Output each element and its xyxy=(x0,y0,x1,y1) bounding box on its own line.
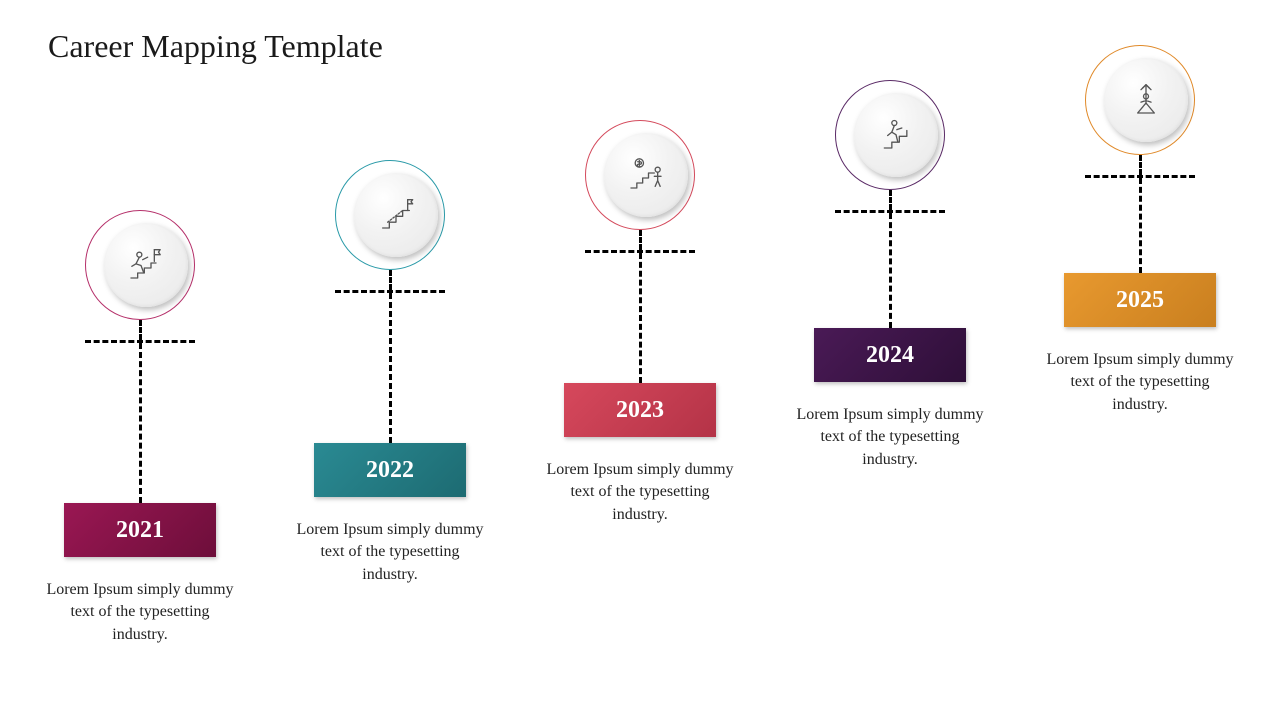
year-box: 2024 xyxy=(814,328,966,382)
success-arrow-icon xyxy=(1126,78,1166,123)
stage-connector xyxy=(835,190,945,328)
money-stairs-person-icon xyxy=(626,153,666,198)
stage-description: Lorem Ipsum simply dummy text of the typ… xyxy=(545,459,735,526)
page-title: Career Mapping Template xyxy=(48,28,383,65)
walk-stairs-icon xyxy=(876,113,916,158)
year-label: 2023 xyxy=(616,397,664,424)
dash-vert xyxy=(639,253,642,383)
timeline-stage: 2024 Lorem Ipsum simply dummy text of the… xyxy=(780,80,1000,471)
stage-disc xyxy=(854,93,938,177)
stage-ring xyxy=(85,210,195,320)
year-label: 2021 xyxy=(116,517,164,544)
dash-vert xyxy=(139,343,142,503)
dash-vert xyxy=(889,190,892,210)
timeline-stage: 2025 Lorem Ipsum simply dummy text of the… xyxy=(1030,45,1250,416)
stage-disc xyxy=(1104,58,1188,142)
year-label: 2022 xyxy=(366,457,414,484)
stage-connector xyxy=(1085,155,1195,273)
stage-description: Lorem Ipsum simply dummy text of the typ… xyxy=(295,519,485,586)
dash-vert xyxy=(1139,155,1142,175)
year-box: 2023 xyxy=(564,383,716,437)
timeline-stage: 2023 Lorem Ipsum simply dummy text of the… xyxy=(530,120,750,526)
stage-connector xyxy=(85,320,195,503)
stairs-flag-icon xyxy=(376,193,416,238)
stage-ring xyxy=(1085,45,1195,155)
stage-ring xyxy=(335,160,445,270)
timeline-stage: 2022 Lorem Ipsum simply dummy text of the… xyxy=(280,160,500,586)
year-label: 2024 xyxy=(866,342,914,369)
timeline-stage: 2021 Lorem Ipsum simply dummy text of the… xyxy=(30,210,250,646)
dash-vert xyxy=(139,320,142,340)
stage-disc xyxy=(604,133,688,217)
stage-ring xyxy=(835,80,945,190)
stage-description: Lorem Ipsum simply dummy text of the typ… xyxy=(795,404,985,471)
stage-ring xyxy=(585,120,695,230)
stage-connector xyxy=(585,230,695,383)
stage-disc xyxy=(354,173,438,257)
dash-vert xyxy=(389,270,392,290)
dash-vert xyxy=(1139,178,1142,273)
dash-vert xyxy=(639,230,642,250)
run-stairs-flag-icon xyxy=(126,243,166,288)
stage-disc xyxy=(104,223,188,307)
stage-description: Lorem Ipsum simply dummy text of the typ… xyxy=(1045,349,1235,416)
year-label: 2025 xyxy=(1116,287,1164,314)
year-box: 2021 xyxy=(64,503,216,557)
dash-vert xyxy=(889,213,892,328)
dash-vert xyxy=(389,293,392,443)
year-box: 2022 xyxy=(314,443,466,497)
year-box: 2025 xyxy=(1064,273,1216,327)
stage-description: Lorem Ipsum simply dummy text of the typ… xyxy=(45,579,235,646)
stage-connector xyxy=(335,270,445,443)
